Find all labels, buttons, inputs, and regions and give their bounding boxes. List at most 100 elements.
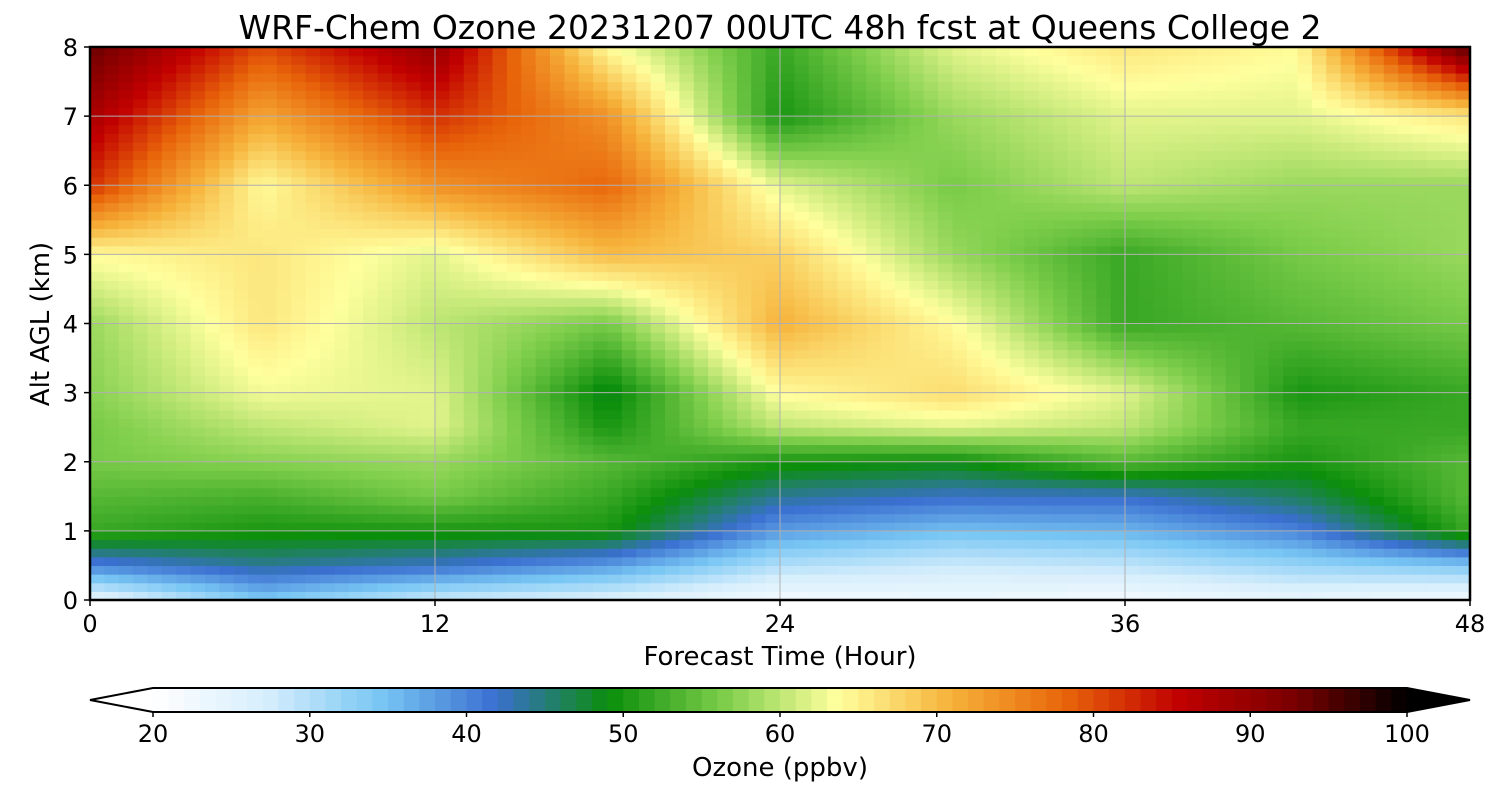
- heatmap-cell: [262, 193, 278, 204]
- heatmap-cell: [1010, 453, 1025, 463]
- heatmap-cell: [808, 90, 824, 100]
- heatmap-cell: [161, 435, 177, 446]
- heatmap-cell: [161, 574, 177, 584]
- heatmap-cell: [621, 504, 637, 515]
- heatmap-cell: [334, 306, 350, 316]
- heatmap-cell: [535, 107, 551, 117]
- heatmap-cell: [1053, 219, 1069, 230]
- heatmap-cell: [895, 565, 910, 575]
- heatmap-cell: [463, 366, 479, 376]
- heatmap-cell: [1010, 72, 1025, 83]
- heatmap-cell: [909, 539, 925, 549]
- heatmap-cell: [736, 375, 752, 385]
- heatmap-cell: [952, 504, 968, 515]
- heatmap-cell: [578, 167, 594, 178]
- heatmap-cell: [118, 444, 134, 454]
- heatmap-cell: [564, 401, 580, 411]
- heatmap-cell: [923, 574, 939, 584]
- heatmap-cell: [909, 409, 925, 420]
- heatmap-cell: [593, 323, 609, 333]
- heatmap-cell: [780, 150, 795, 160]
- heatmap-cell: [262, 375, 278, 385]
- heatmap-cell: [492, 556, 508, 567]
- heatmap-cell: [276, 565, 292, 575]
- heatmap-cell: [1182, 444, 1198, 454]
- heatmap-cell: [1010, 418, 1025, 428]
- heatmap-cell: [363, 435, 379, 446]
- heatmap-cell: [205, 90, 220, 100]
- heatmap-cell: [1196, 375, 1212, 385]
- heatmap-cell: [1125, 513, 1140, 523]
- heatmap-cell: [305, 479, 321, 489]
- heatmap-cell: [794, 358, 810, 368]
- heatmap-cell: [406, 418, 422, 428]
- heatmap-cell: [435, 81, 450, 91]
- heatmap-cell: [808, 591, 824, 601]
- heatmap-cell: [780, 435, 795, 446]
- heatmap-cell: [665, 401, 680, 411]
- heatmap-cell: [837, 263, 853, 273]
- heatmap-cell: [1153, 116, 1169, 126]
- heatmap-cell: [823, 496, 839, 506]
- heatmap-cell: [564, 133, 580, 143]
- heatmap-cell: [679, 496, 695, 506]
- heatmap-cell: [176, 211, 192, 221]
- heatmap-cell: [492, 193, 508, 204]
- heatmap-cell: [665, 72, 680, 83]
- heatmap-cell: [578, 522, 594, 532]
- heatmap-cell: [176, 332, 192, 342]
- heatmap-cell: [535, 72, 551, 83]
- heatmap-cell: [1153, 124, 1169, 135]
- heatmap-cell: [607, 401, 623, 411]
- heatmap-cell: [305, 167, 321, 178]
- heatmap-cell: [736, 193, 752, 204]
- heatmap-cell: [564, 81, 580, 91]
- heatmap-cell: [1125, 133, 1140, 143]
- heatmap-cell: [1196, 323, 1212, 333]
- heatmap-cell: [866, 504, 882, 515]
- heatmap-cell: [262, 383, 278, 394]
- heatmap-cell: [722, 582, 738, 592]
- heatmap-cell: [406, 142, 422, 152]
- heatmap-cell: [104, 167, 120, 178]
- heatmap-cell: [1125, 522, 1140, 532]
- heatmap-cell: [650, 513, 666, 523]
- heatmap-cell: [176, 271, 192, 281]
- heatmap-cell: [665, 306, 680, 316]
- heatmap-cell: [118, 522, 134, 532]
- heatmap-cell: [521, 392, 537, 402]
- heatmap-cell: [1067, 418, 1083, 428]
- heatmap-cell: [823, 427, 839, 437]
- heatmap-cell: [981, 228, 997, 238]
- heatmap-cell: [248, 349, 264, 359]
- heatmap-cell: [1211, 565, 1227, 575]
- heatmap-cell: [104, 513, 120, 523]
- heatmap-cell: [679, 288, 695, 299]
- heatmap-cell: [1067, 263, 1083, 273]
- heatmap-cell: [693, 116, 709, 126]
- heatmap-cell: [1038, 280, 1054, 290]
- heatmap-cell: [952, 107, 968, 117]
- heatmap-cell: [851, 479, 867, 489]
- heatmap-cell: [147, 263, 163, 273]
- heatmap-cell: [463, 167, 479, 178]
- heatmap-cell: [492, 539, 508, 549]
- heatmap-cell: [1139, 185, 1155, 195]
- heatmap-cell: [363, 574, 379, 584]
- heatmap-cell: [751, 237, 767, 247]
- heatmap-cell: [607, 574, 623, 584]
- heatmap-cell: [1024, 340, 1040, 351]
- heatmap-cell: [506, 64, 522, 74]
- heatmap-cell: [736, 366, 752, 376]
- heatmap-cell: [391, 548, 407, 558]
- heatmap-cell: [981, 47, 997, 57]
- heatmap-cell: [521, 487, 537, 497]
- heatmap-cell: [751, 81, 767, 91]
- heatmap-cell: [923, 245, 939, 255]
- heatmap-cell: [90, 133, 105, 143]
- heatmap-cell: [593, 288, 609, 299]
- heatmap-cell: [420, 548, 436, 558]
- heatmap-cell: [564, 323, 580, 333]
- heatmap-cell: [736, 591, 752, 601]
- heatmap-cell: [636, 427, 652, 437]
